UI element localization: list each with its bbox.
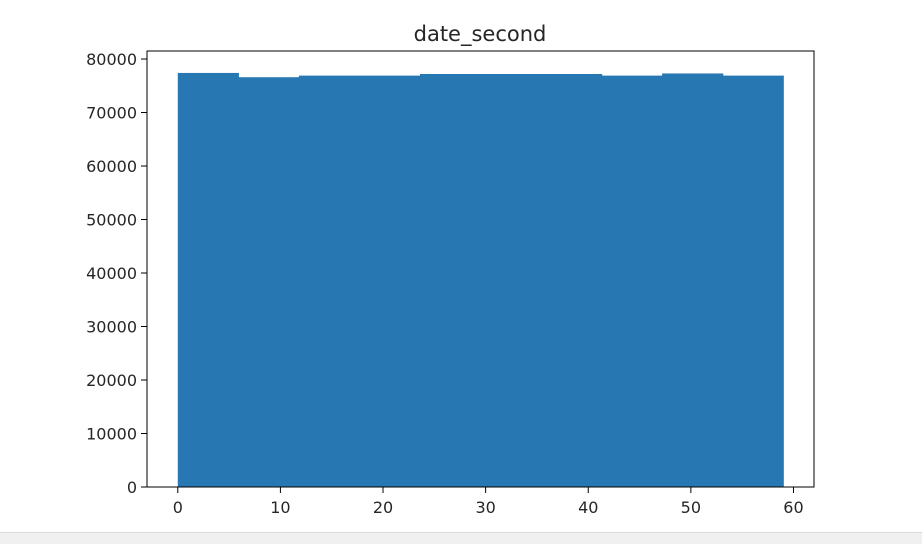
histogram-bar [722, 75, 784, 488]
x-axis: 0 10 20 30 40 50 60 [173, 487, 804, 517]
x-tick-label: 30 [475, 498, 495, 517]
histogram-bar [359, 75, 421, 488]
y-tick-label: 60000 [86, 157, 137, 176]
histogram-bar [601, 75, 663, 488]
x-tick-label: 60 [783, 498, 803, 517]
y-tick-label: 40000 [86, 264, 137, 283]
histogram-bars [177, 72, 784, 488]
y-tick-label: 10000 [86, 425, 137, 444]
x-tick-label: 10 [270, 498, 290, 517]
chart-title: date_second [414, 22, 547, 47]
histogram-bar [177, 72, 239, 487]
y-tick-label: 0 [127, 478, 137, 497]
histogram-chart: date_second 0 10 20 30 40 50 60 0 10000 20000 300… [86, 22, 815, 517]
histogram-bar [480, 74, 542, 488]
x-tick-label: 50 [681, 498, 701, 517]
histogram-bar [541, 74, 603, 488]
histogram-bar [662, 73, 724, 487]
y-tick-label: 80000 [86, 50, 137, 69]
y-tick-label: 70000 [86, 104, 137, 123]
y-tick-label: 50000 [86, 211, 137, 230]
x-tick-label: 40 [578, 498, 598, 517]
plot-frame [146, 50, 815, 488]
histogram-bar [298, 75, 361, 488]
histogram-bar [419, 74, 482, 488]
x-tick-label: 0 [173, 498, 183, 517]
x-tick-label: 20 [373, 498, 393, 517]
histogram-bar [238, 77, 300, 487]
y-tick-label: 30000 [86, 318, 137, 337]
y-axis: 0 10000 20000 30000 40000 50000 60000 70000 8000… [86, 50, 147, 497]
window-bottom-strip [0, 532, 922, 544]
y-tick-label: 20000 [86, 371, 137, 390]
